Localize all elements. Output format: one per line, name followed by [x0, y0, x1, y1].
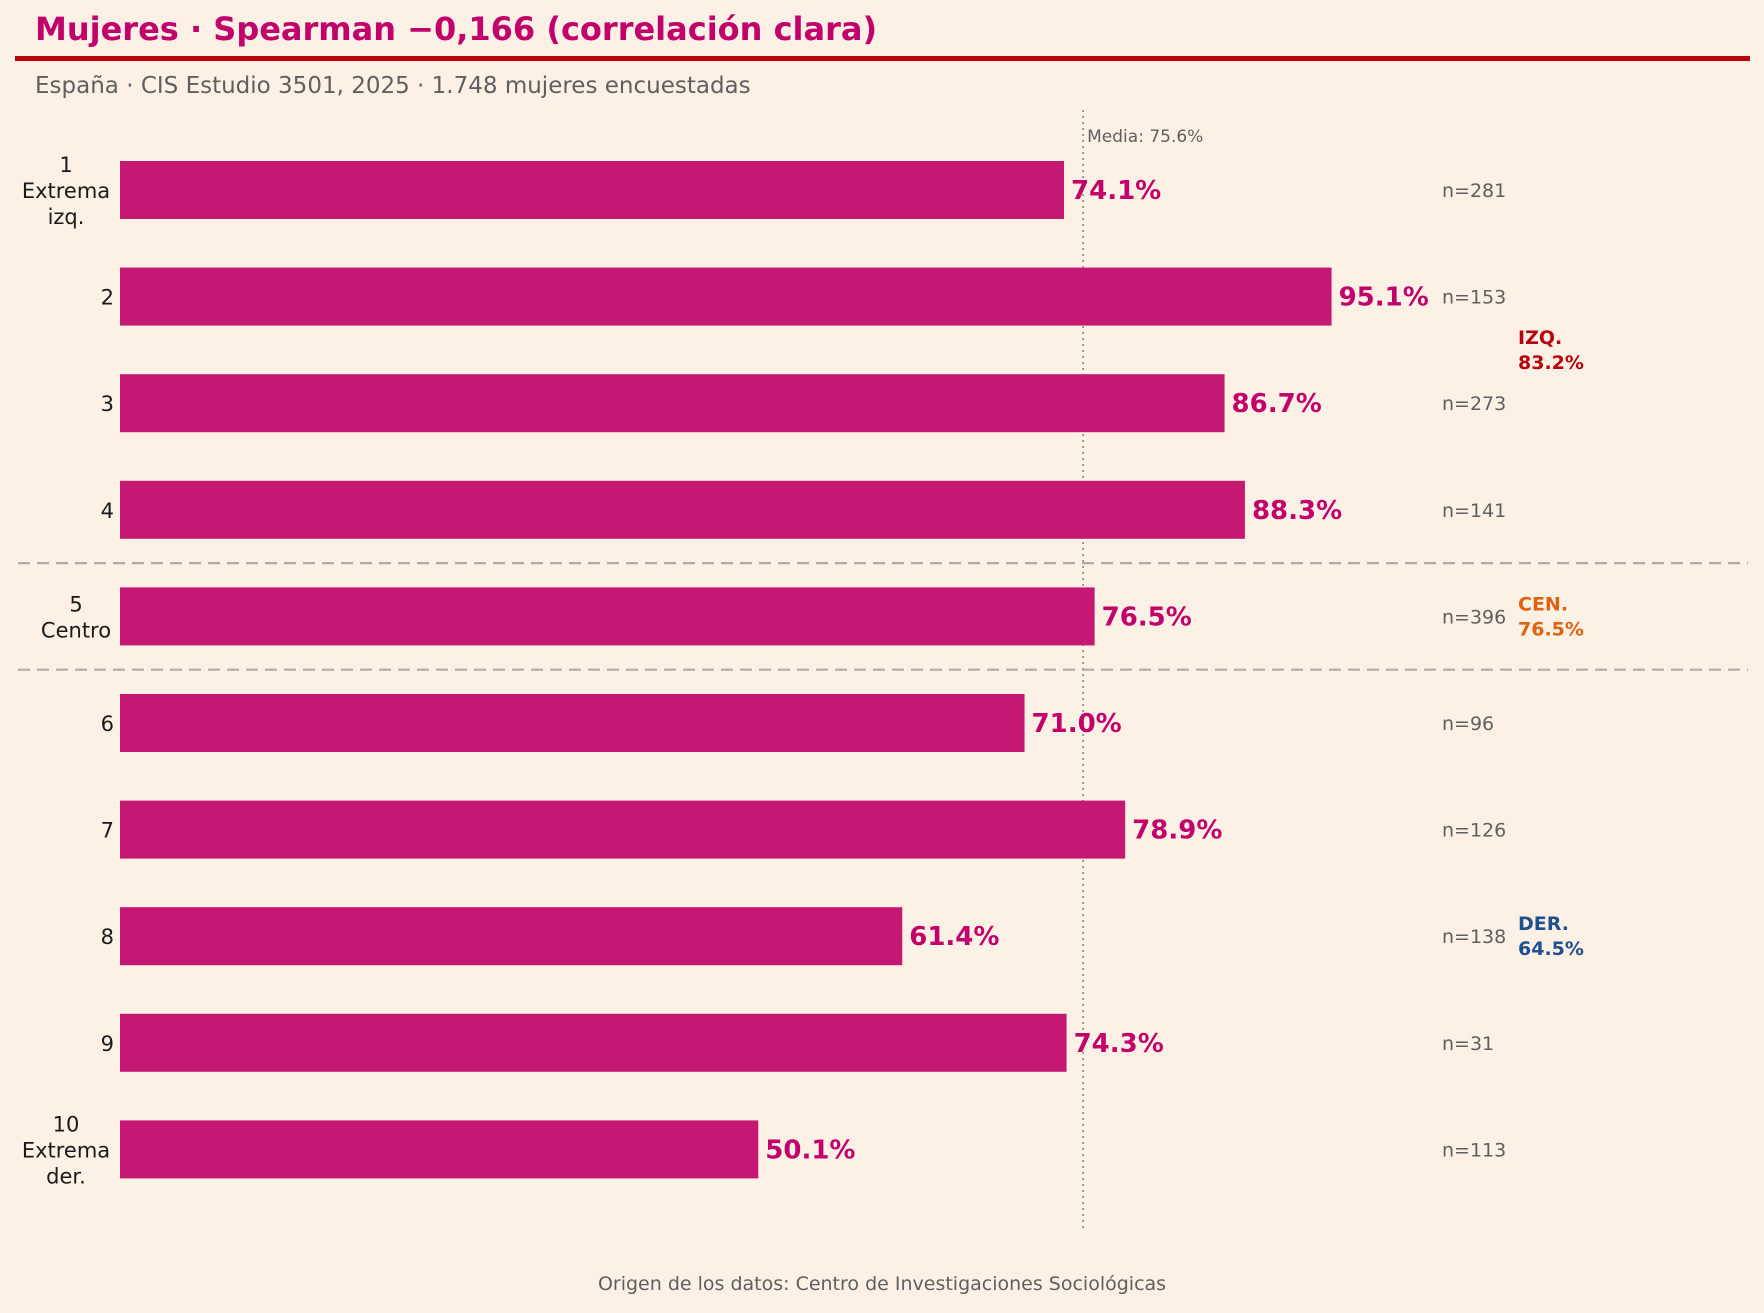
category-label-9: 9 [101, 1032, 114, 1056]
bar-2 [120, 267, 1332, 326]
bar-8 [120, 907, 903, 966]
n-label-7: n=126 [1442, 820, 1506, 842]
value-label-9: 74.3% [1074, 1029, 1164, 1059]
category-label-5: 5 Centro [41, 592, 111, 642]
bar-1 [120, 161, 1065, 219]
n-label-9: n=31 [1442, 1033, 1494, 1055]
data-source-note: Origen de los datos: Centro de Investiga… [597, 1273, 1167, 1295]
category-label-10: 10 Extrema der. [22, 1112, 110, 1188]
value-label-4: 88.3% [1252, 496, 1342, 526]
bar-5 [120, 587, 1095, 646]
n-label-10: n=113 [1442, 1139, 1506, 1161]
value-label-2: 95.1% [1339, 283, 1429, 313]
value-label-3: 86.7% [1232, 389, 1322, 419]
n-label-6: n=96 [1442, 713, 1494, 735]
bar-9 [120, 1013, 1067, 1072]
value-label-10: 50.1% [765, 1135, 855, 1165]
category-label-3: 3 [101, 392, 114, 416]
n-label-1: n=281 [1442, 180, 1506, 202]
category-label-1: 1 Extrema izq. [22, 153, 110, 229]
bar-10 [120, 1120, 759, 1179]
chart-subtitle: España · CIS Estudio 3501, 2025 · 1.748 … [35, 73, 751, 99]
bar-4 [120, 480, 1245, 539]
bar-3 [120, 374, 1225, 433]
group-summary-izq: IZQ. 83.2% [1518, 327, 1584, 374]
title-rule [15, 56, 1750, 61]
value-label-8: 61.4% [909, 922, 999, 952]
n-label-3: n=273 [1442, 393, 1506, 415]
category-label-8: 8 [101, 925, 114, 949]
bar-6 [120, 694, 1025, 752]
value-label-5: 76.5% [1102, 602, 1192, 632]
category-label-6: 6 [101, 712, 114, 736]
value-label-6: 71.0% [1032, 709, 1122, 739]
n-label-4: n=141 [1442, 500, 1506, 522]
n-label-8: n=138 [1442, 926, 1506, 948]
n-label-5: n=396 [1442, 606, 1506, 628]
value-label-1: 74.1% [1071, 176, 1161, 206]
bar-7 [120, 800, 1126, 859]
n-label-2: n=153 [1442, 287, 1506, 309]
category-label-7: 7 [101, 819, 114, 843]
value-label-7: 78.9% [1132, 816, 1222, 846]
group-summary-cen: CEN. 76.5% [1518, 593, 1584, 640]
chart-title: Mujeres · Spearman −0,166 (correlación c… [35, 10, 878, 48]
group-summary-der: DER. 64.5% [1518, 913, 1584, 960]
category-label-2: 2 [101, 286, 114, 310]
mean-label: Media: 75.6% [1087, 127, 1203, 147]
category-label-4: 4 [101, 499, 114, 523]
